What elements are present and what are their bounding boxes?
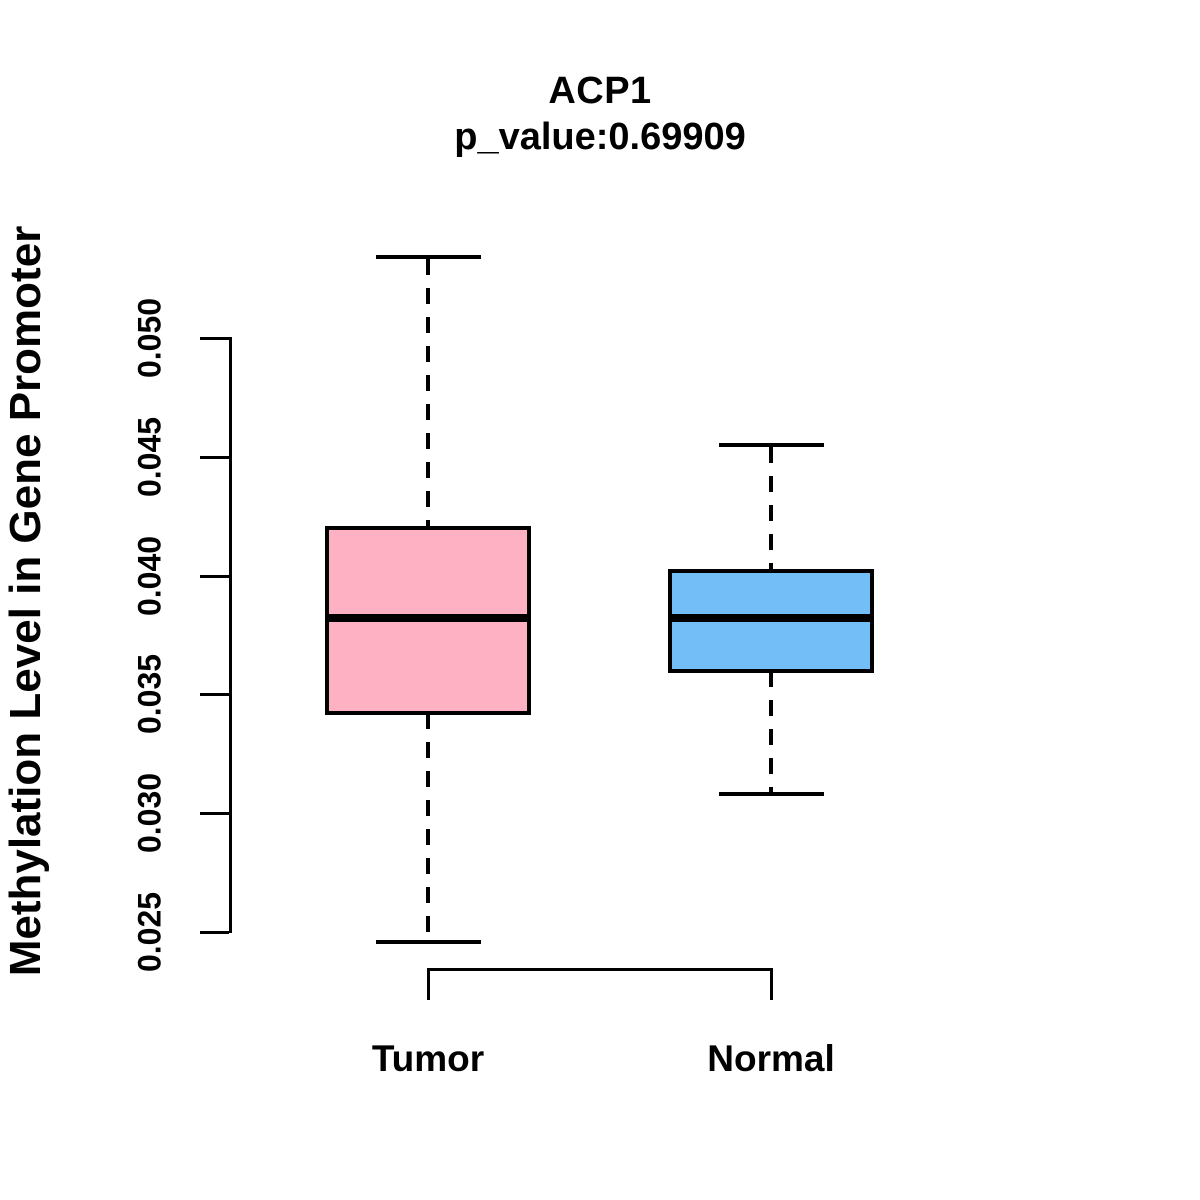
x-axis-category-label: Tumor	[371, 1038, 485, 1079]
lower-whisker-normal	[769, 670, 773, 793]
x-axis-tick	[427, 968, 430, 1000]
upper-whisker-cap-tumor	[375, 255, 481, 260]
y-axis-line	[229, 337, 232, 933]
lower-whisker-tumor	[426, 713, 430, 940]
upper-whisker-tumor	[426, 259, 430, 529]
y-axis-tick	[200, 812, 229, 816]
y-axis-tick	[200, 337, 229, 340]
median-line-normal	[668, 614, 874, 623]
x-axis-line	[427, 968, 772, 971]
y-axis-tick	[200, 931, 229, 934]
chart-title: ACP1	[548, 70, 652, 112]
y-axis-tick-label: 0.040	[131, 535, 168, 616]
y-axis-tick-label: 0.050	[131, 297, 168, 379]
y-axis-tick	[200, 693, 229, 697]
y-axis-tick	[200, 455, 229, 459]
y-axis-tick	[200, 574, 229, 578]
y-axis-tick-label: 0.045	[131, 416, 168, 497]
y-axis-label: Methylation Level in Gene Promoter	[1, 225, 50, 977]
upper-whisker-cap-normal	[718, 442, 824, 447]
y-axis-tick-label: 0.035	[131, 654, 168, 735]
lower-whisker-cap-normal	[718, 792, 824, 797]
y-axis-tick-label: 0.030	[131, 773, 168, 854]
lower-whisker-cap-tumor	[375, 939, 481, 944]
chart-subtitle: p_value:0.69909	[454, 116, 746, 158]
x-axis-category-label: Normal	[707, 1038, 835, 1079]
y-axis-tick-label: 0.025	[131, 891, 168, 973]
upper-whisker-normal	[769, 446, 773, 571]
median-line-tumor	[325, 614, 531, 623]
x-axis-tick	[770, 968, 773, 1000]
